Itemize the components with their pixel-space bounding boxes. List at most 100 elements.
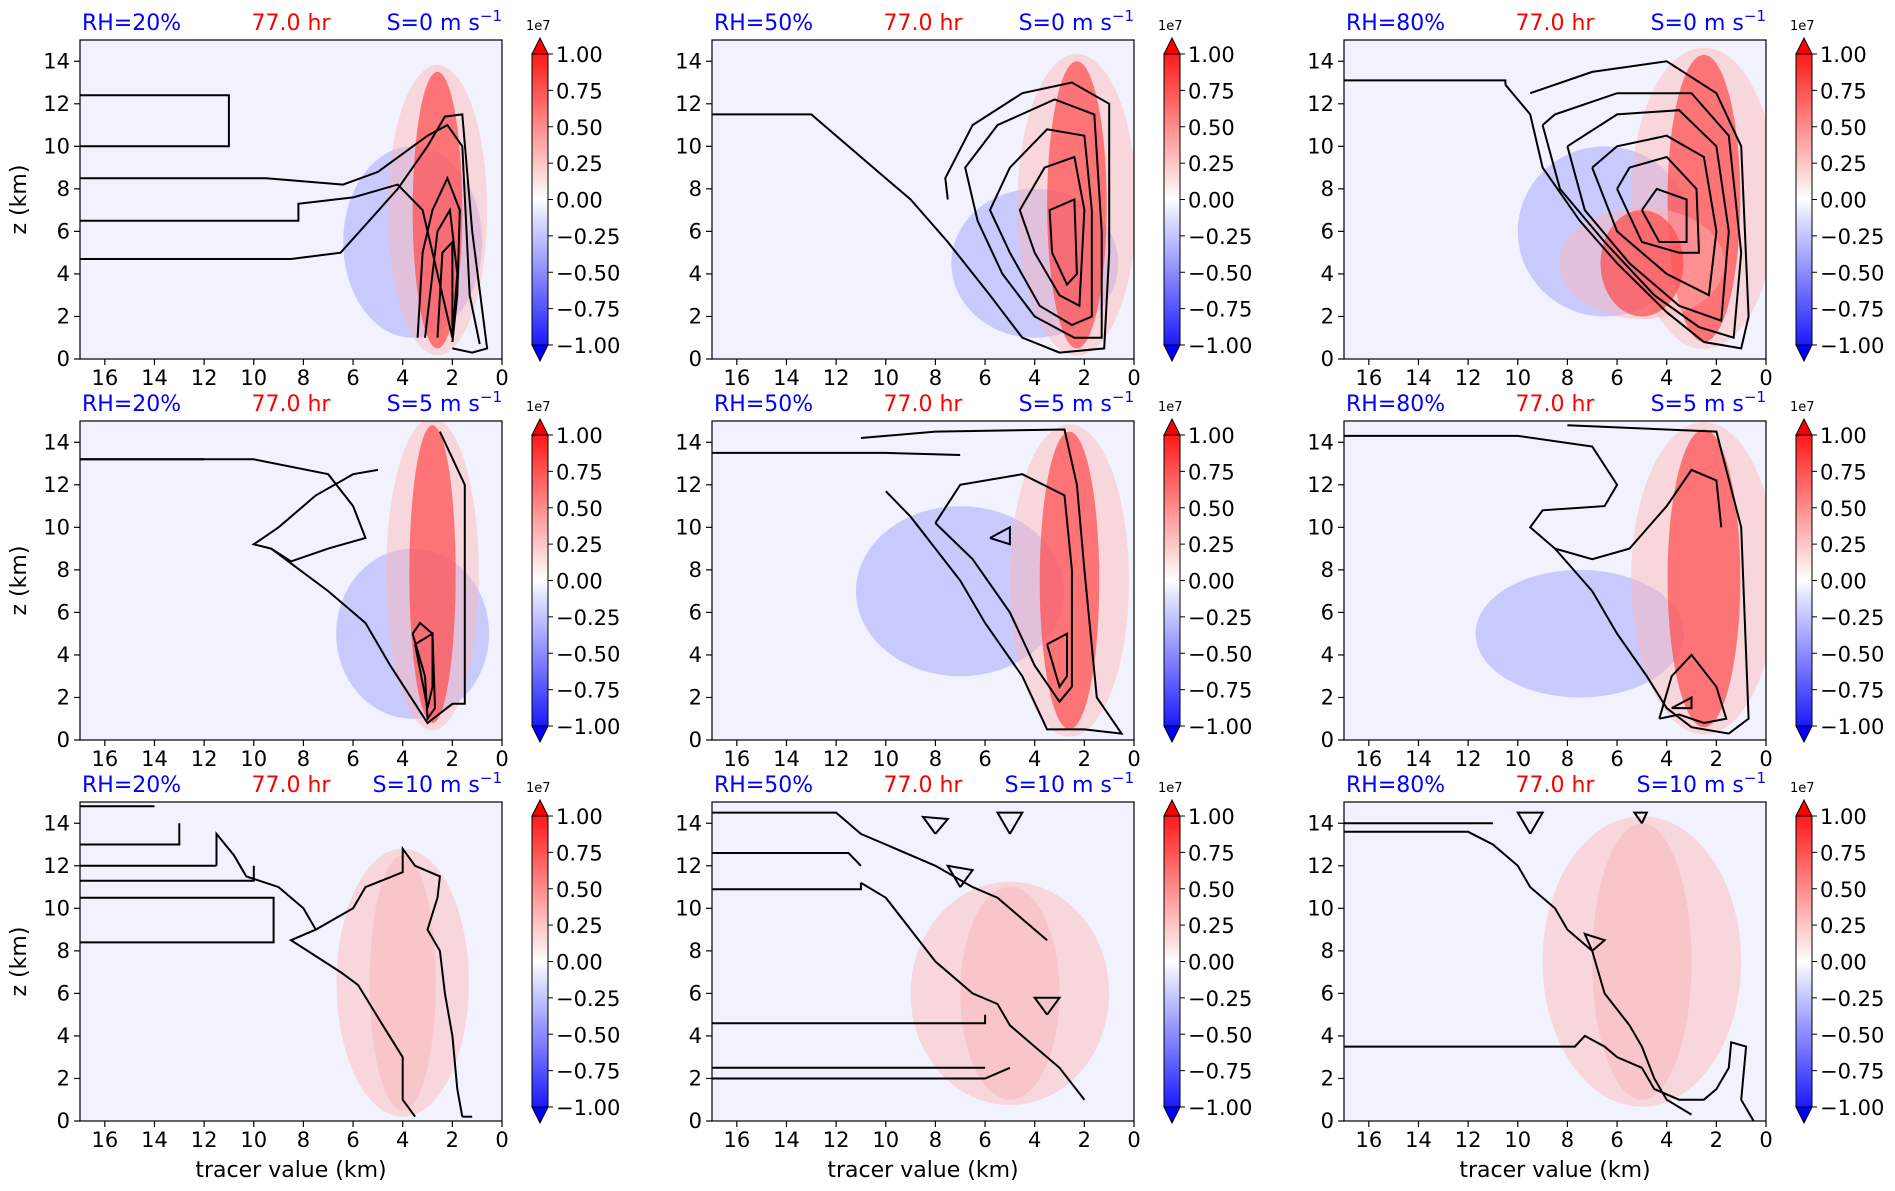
x-tick-label: 14 [1405, 747, 1432, 771]
panel-shear-label: S=5 m s−1 [1019, 388, 1134, 417]
colorbar-tick-label: 0.50 [1188, 878, 1235, 902]
x-tick-label: 14 [773, 1128, 800, 1152]
colorbar-exponent: 1e7 [1158, 19, 1183, 34]
colorbar: 1e7 1.00 0.75 0.50 0.25 0.00 −0.25 −0.50 −0.75 −1… [526, 400, 620, 744]
colorbar-extend-high [1163, 798, 1181, 817]
x-tick-label: 12 [1455, 366, 1482, 390]
y-tick-label: 4 [57, 262, 70, 286]
y-tick-label: 14 [1307, 430, 1334, 454]
positive-anomaly-core [409, 425, 456, 723]
y-tick-label: 12 [43, 92, 70, 116]
contour-line [1632, 811, 1649, 824]
colorbar-exponent: 1e7 [1790, 400, 1815, 415]
colorbar-extend-high [1795, 798, 1813, 817]
colorbar-tick-label: 0.50 [1820, 497, 1867, 521]
colorbar-tick-label: 0.75 [1820, 841, 1867, 865]
panel: 16 14 12 10 8 6 4 2 0 0 2 4 6 8 10 12 14 RH=50% 77.0 hr S=1… [675, 769, 1252, 1183]
x-tick-label: 10 [872, 747, 899, 771]
anomaly-fill [343, 64, 488, 356]
panel-shear-label: S=0 m s−1 [1019, 7, 1134, 36]
colorbar-tick-label: 0.00 [1188, 951, 1235, 975]
y-tick-label: 10 [675, 134, 702, 158]
x-tick-label: 6 [978, 747, 991, 771]
x-tick-label: 16 [91, 1128, 118, 1152]
y-tick-label: 10 [1307, 515, 1334, 539]
colorbar-tick-label: −0.25 [1188, 606, 1252, 630]
x-tick-label: 8 [929, 747, 942, 771]
y-tick-label: 10 [43, 515, 70, 539]
y-tick-label: 14 [675, 430, 702, 454]
y-tick-label: 2 [1321, 1066, 1334, 1090]
y-tick-label: 14 [675, 811, 702, 835]
panel-shear-label: S=10 m s−1 [373, 769, 502, 798]
y-tick-label: 2 [689, 1066, 702, 1090]
x-tick-label: 16 [91, 747, 118, 771]
positive-anomaly-halo [336, 848, 469, 1117]
contour-lines [80, 431, 466, 725]
panel-rh-label: RH=20% [82, 773, 181, 798]
contour-line [1344, 434, 1723, 561]
y-tick-label: 10 [675, 896, 702, 920]
panel-rh-label: RH=80% [1346, 773, 1445, 798]
colorbar-tick-label: 1.00 [1820, 43, 1867, 67]
y-tick-label: 0 [57, 1109, 70, 1133]
x-tick-label: 16 [723, 747, 750, 771]
plot-frame [1343, 39, 1767, 360]
colorbar-tick-label: −0.50 [556, 1023, 620, 1047]
contour-line [712, 1014, 987, 1025]
x-tick-label: 2 [1078, 1128, 1091, 1152]
panel-shear-label: S=0 m s−1 [387, 7, 502, 36]
x-tick-label: 8 [1561, 1128, 1574, 1152]
colorbar-extend-high [531, 798, 549, 817]
x-tick-label: 12 [191, 747, 218, 771]
x-tick-label: 8 [929, 366, 942, 390]
y-tick-label: 0 [57, 347, 70, 371]
x-tick-label: 4 [1660, 747, 1673, 771]
colorbar-tick-label: 0.75 [556, 79, 603, 103]
plot-frame [711, 39, 1135, 360]
x-tick-label: 0 [495, 366, 508, 390]
colorbar-tick-label: −0.75 [1188, 679, 1252, 703]
y-tick-label: 14 [1307, 811, 1334, 835]
colorbar-tick-label: 0.75 [556, 841, 603, 865]
contour-line [80, 823, 181, 846]
contour-line [1344, 1034, 1755, 1121]
colorbar-extend-low [1795, 725, 1813, 744]
contour-line [860, 881, 1086, 1101]
colorbar-gradient [1164, 54, 1180, 345]
panel-rh-label: RH=20% [82, 392, 181, 417]
x-tick-label: 6 [346, 366, 359, 390]
y-tick-label: 10 [1307, 134, 1334, 158]
colorbar-tick-label: 0.25 [1820, 533, 1867, 557]
x-tick-label: 4 [396, 1128, 409, 1152]
colorbar-tick-label: −0.75 [556, 298, 620, 322]
panel: 16 14 12 10 8 6 4 2 0 0 2 4 6 8 10 12 14 RH=50% 77.0 hr S=0… [675, 7, 1252, 390]
x-tick-label: 6 [1610, 747, 1623, 771]
x-tick-label: 2 [1710, 366, 1723, 390]
panel: 16 14 12 10 8 6 4 2 0 0 2 4 6 8 10 12 14 RH=80% 77.0 hr S=0… [1307, 7, 1884, 390]
contour-line [1591, 134, 1718, 297]
contour-line [1344, 79, 1507, 85]
plot-frame [711, 801, 1135, 1122]
x-tick-label: 14 [773, 747, 800, 771]
y-tick-label: 2 [57, 304, 70, 328]
y-tick-label: 14 [43, 811, 70, 835]
y-tick-label: 2 [689, 685, 702, 709]
positive-anomaly-core [1039, 431, 1100, 730]
contour-line [860, 428, 1124, 735]
colorbar: 1e7 1.00 0.75 0.50 0.25 0.00 −0.25 −0.50 −0.75 −1… [526, 781, 620, 1125]
anomaly-fill [855, 424, 1130, 737]
colorbar-tick-label: −0.50 [556, 642, 620, 666]
colorbar-tick-label: 1.00 [1188, 805, 1235, 829]
x-tick-label: 8 [297, 366, 310, 390]
x-tick-label: 4 [1660, 1128, 1673, 1152]
x-tick-label: 4 [1028, 747, 1041, 771]
y-tick-label: 4 [57, 1024, 70, 1048]
contour-line [1566, 109, 1730, 323]
x-tick-label: 14 [1405, 1128, 1432, 1152]
y-tick-label: 0 [689, 728, 702, 752]
colorbar-exponent: 1e7 [526, 781, 551, 796]
anomaly-fill [1542, 816, 1742, 1107]
colorbar-tick-label: 0.25 [1820, 152, 1867, 176]
colorbar: 1e7 1.00 0.75 0.50 0.25 0.00 −0.25 −0.50 −0.75 −1… [1790, 781, 1884, 1125]
